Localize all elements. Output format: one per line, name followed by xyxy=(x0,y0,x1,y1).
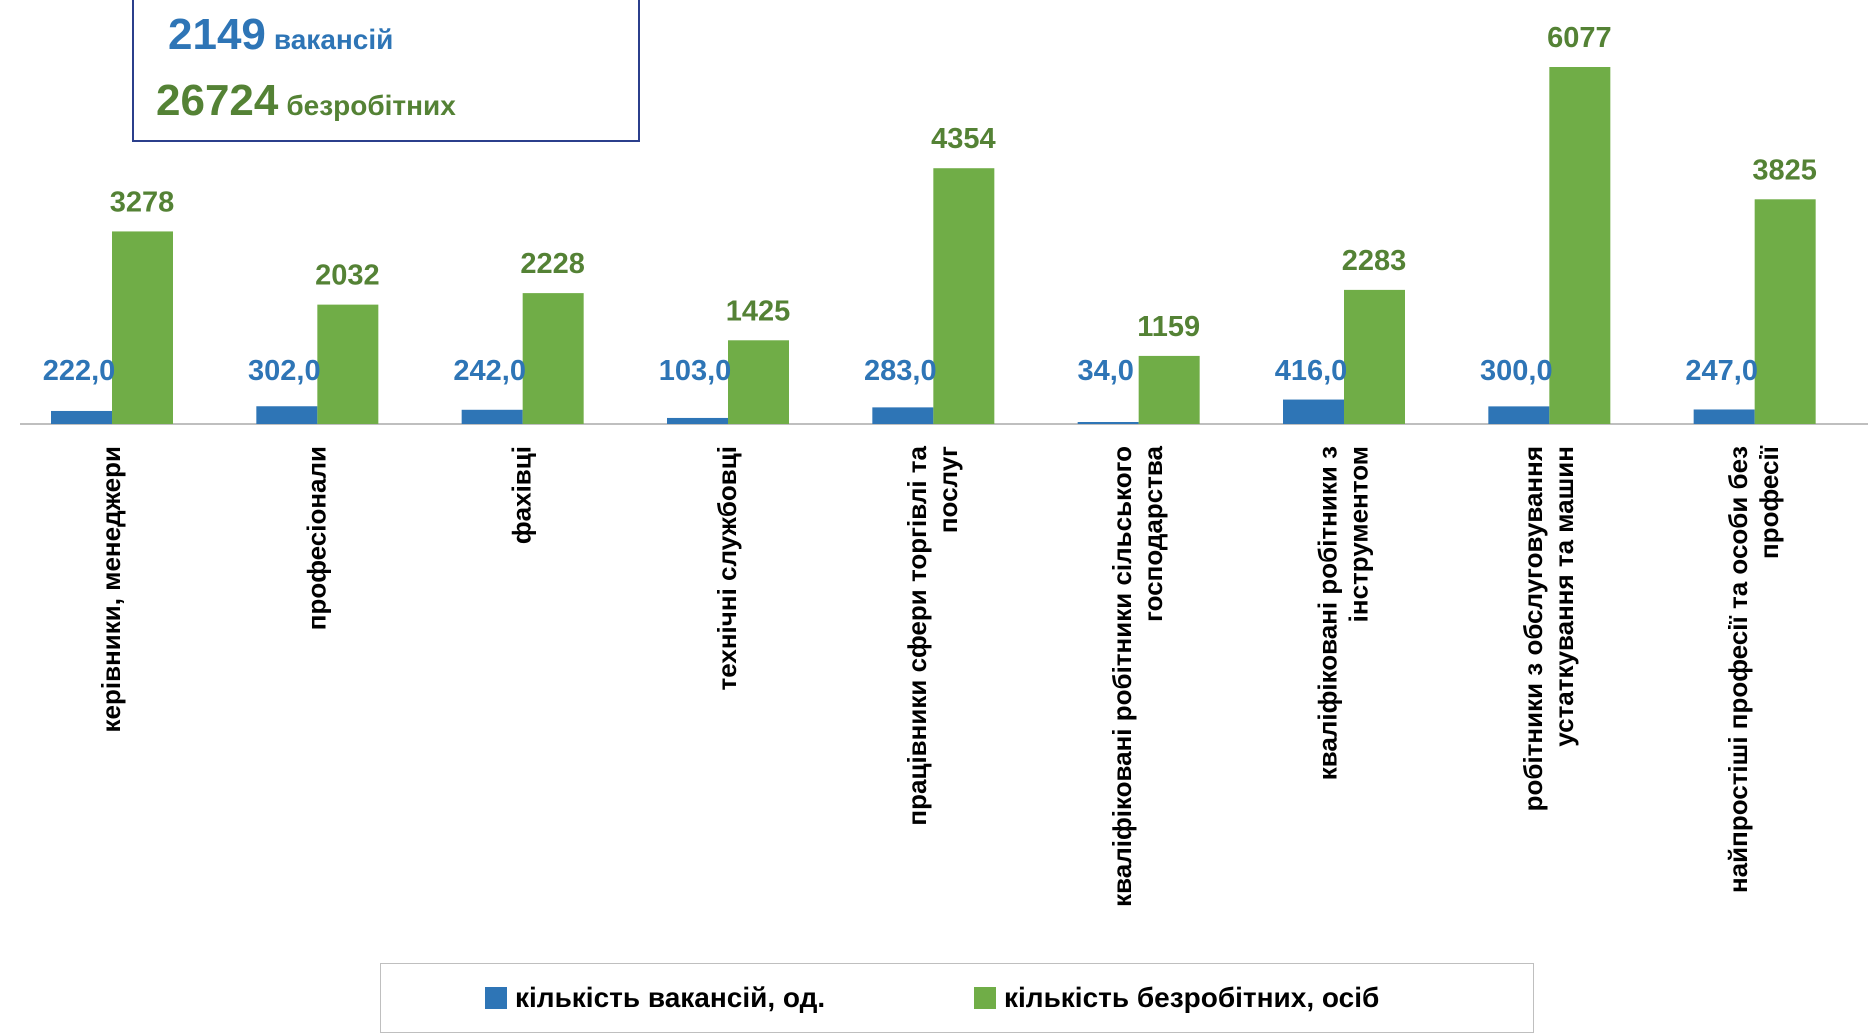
category-label-line: технічні службовці xyxy=(712,446,742,690)
legend-item-unemployed: кількість безробітних, осіб xyxy=(974,982,1379,1014)
bar-vacancies xyxy=(1077,422,1139,424)
legend-swatch-vacancies xyxy=(485,987,507,1009)
data-label-unemployed: 2032 xyxy=(315,260,380,292)
data-label-unemployed: 3278 xyxy=(110,186,175,218)
bar-unemployed xyxy=(728,340,789,424)
data-label-vacancies: 103,0 xyxy=(659,355,732,387)
category-label-line: робітники з обслуговування xyxy=(1518,446,1548,811)
data-label-vacancies: 302,0 xyxy=(248,355,321,387)
bar-vacancies xyxy=(667,417,728,424)
chart-legend: кількість вакансій, од. кількість безроб… xyxy=(380,963,1534,1033)
category-label-line: послуг xyxy=(933,446,963,533)
data-label-vacancies: 242,0 xyxy=(453,355,526,387)
bar-vacancies xyxy=(872,407,934,424)
data-label-vacancies: 300,0 xyxy=(1480,355,1553,387)
bar-unemployed xyxy=(1549,67,1611,424)
category-label-line: найпростіші професії та особи без xyxy=(1723,446,1753,893)
category-label: працівники сфери торгівлі тапослуг xyxy=(902,445,963,825)
category-label-line: кваліфіковані робітники сільського xyxy=(1107,446,1137,907)
category-label: кваліфіковані робітники зінструментом xyxy=(1313,446,1374,780)
category-label: кваліфіковані робітники сільськогогоспод… xyxy=(1107,445,1168,906)
category-label-line: працівники сфери торгівлі та xyxy=(902,445,932,825)
category-label-line: професії xyxy=(1754,445,1784,559)
vacancies-total: 2149 вакансій xyxy=(168,10,393,60)
category-label: робітники з обслуговуванняустаткування т… xyxy=(1518,446,1579,811)
data-label-unemployed: 1159 xyxy=(1137,311,1200,343)
category-label: керівники, менеджери xyxy=(96,446,126,732)
category-label: найпростіші професії та особи безпрофесі… xyxy=(1723,445,1784,893)
category-label-line: професіонали xyxy=(301,446,331,630)
summary-box: 2149 вакансій 26724 безробітних xyxy=(132,0,640,142)
bar-vacancies xyxy=(1693,409,1755,424)
legend-swatch-unemployed xyxy=(974,987,996,1009)
bar-unemployed xyxy=(522,293,584,424)
data-label-unemployed: 4354 xyxy=(931,123,996,155)
category-label-line: інструментом xyxy=(1344,446,1374,622)
data-label-unemployed: 6077 xyxy=(1547,22,1612,54)
legend-label-vacancies: кількість вакансій, од. xyxy=(515,982,826,1013)
vacancies-total-number: 2149 xyxy=(168,10,266,59)
data-label-vacancies: 283,0 xyxy=(864,355,937,387)
category-label-line: господарства xyxy=(1138,445,1168,621)
bar-unemployed xyxy=(1754,199,1816,424)
data-label-vacancies: 247,0 xyxy=(1685,355,1758,387)
bar-unemployed xyxy=(317,304,379,424)
category-label-line: устаткування та машин xyxy=(1549,446,1579,747)
legend-item-vacancies: кількість вакансій, од. xyxy=(485,982,825,1014)
data-label-unemployed: 2283 xyxy=(1342,245,1407,277)
unemployed-total-label: безробітних xyxy=(286,90,456,121)
data-label-unemployed: 3825 xyxy=(1752,154,1817,186)
bar-vacancies xyxy=(1488,406,1550,424)
category-label: фахівці xyxy=(507,446,537,544)
category-label: професіонали xyxy=(301,446,331,630)
bar-unemployed xyxy=(1138,355,1200,424)
data-label-vacancies: 34,0 xyxy=(1077,355,1133,387)
unemployed-total: 26724 безробітних xyxy=(156,76,456,126)
bar-unemployed xyxy=(112,231,173,424)
legend-label-unemployed: кількість безробітних, осіб xyxy=(1004,982,1380,1013)
vacancies-total-label: вакансій xyxy=(273,24,394,55)
bar-vacancies xyxy=(51,410,112,424)
data-label-vacancies: 222,0 xyxy=(43,355,116,387)
category-label-line: кваліфіковані робітники з xyxy=(1313,446,1343,780)
unemployed-total-number: 26724 xyxy=(156,76,279,125)
category-label-line: фахівці xyxy=(507,446,537,544)
data-label-vacancies: 416,0 xyxy=(1275,355,1348,387)
bar-unemployed xyxy=(933,168,995,424)
bar-vacancies xyxy=(1283,399,1344,424)
data-label-unemployed: 1425 xyxy=(726,295,791,327)
data-label-unemployed: 2228 xyxy=(520,248,585,280)
bar-vacancies xyxy=(461,409,523,424)
bar-vacancies xyxy=(256,406,318,424)
bar-unemployed xyxy=(1344,289,1405,424)
category-label: технічні службовці xyxy=(712,446,742,690)
category-label-line: керівники, менеджери xyxy=(96,446,126,732)
